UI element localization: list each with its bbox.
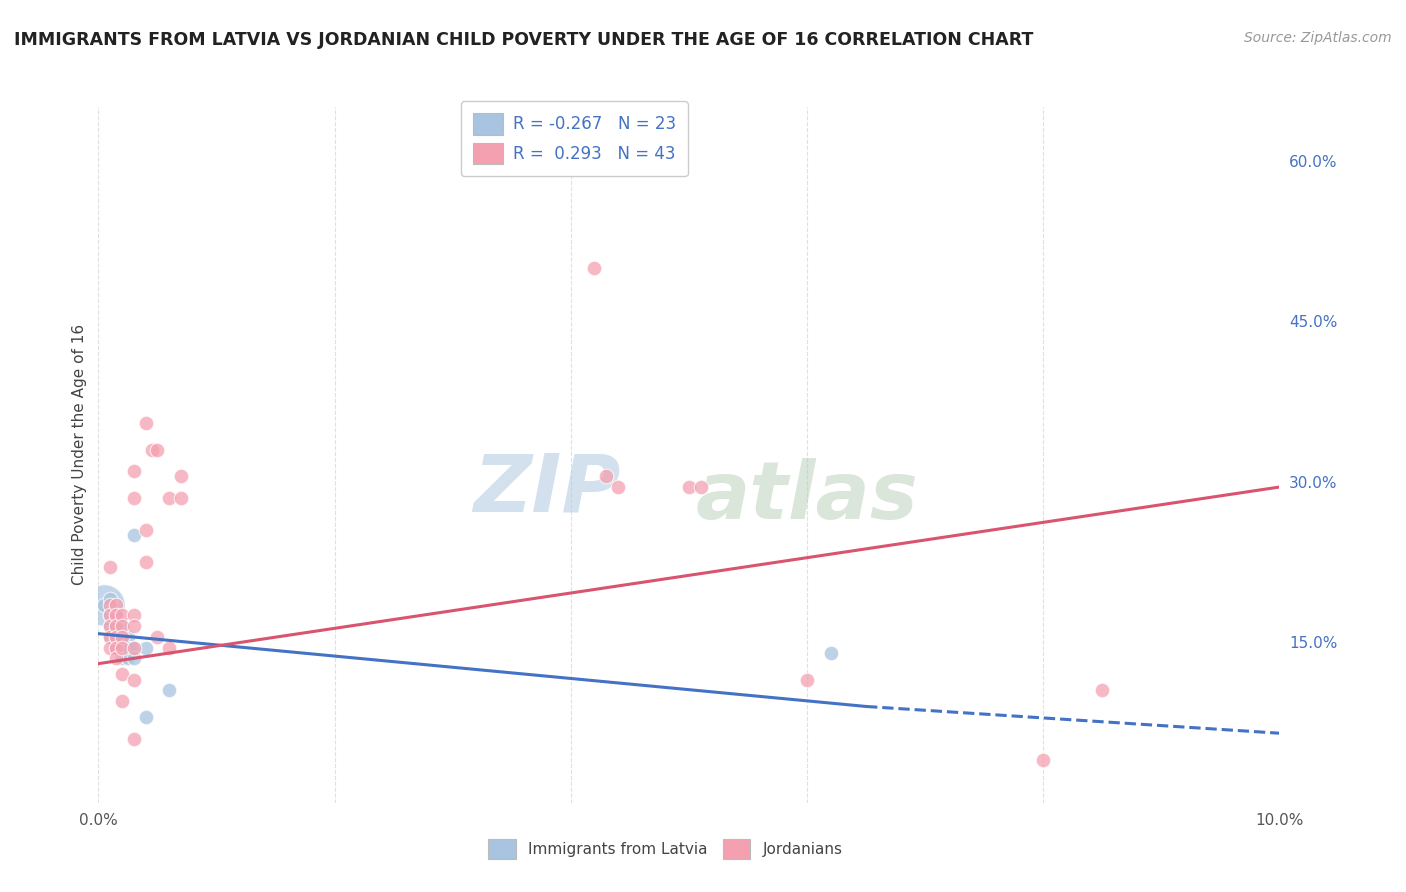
Text: ZIP: ZIP bbox=[474, 450, 621, 529]
Point bbox=[122, 640, 145, 655]
Y-axis label: Child Poverty Under the Age of 16: Child Poverty Under the Age of 16 bbox=[72, 325, 87, 585]
Point bbox=[105, 630, 128, 644]
Point bbox=[170, 491, 193, 505]
Point bbox=[93, 598, 115, 612]
Point bbox=[105, 619, 128, 633]
Point bbox=[135, 555, 157, 569]
Point bbox=[111, 630, 134, 644]
Point bbox=[157, 640, 180, 655]
Point bbox=[93, 598, 115, 612]
Point bbox=[122, 640, 145, 655]
Point bbox=[122, 673, 145, 687]
Point bbox=[796, 673, 818, 687]
Point bbox=[122, 491, 145, 505]
Point bbox=[135, 640, 157, 655]
Point bbox=[583, 260, 606, 275]
Point bbox=[122, 651, 145, 665]
Point bbox=[117, 651, 139, 665]
Legend: Immigrants from Latvia, Jordanians: Immigrants from Latvia, Jordanians bbox=[482, 833, 849, 864]
Point bbox=[105, 598, 128, 612]
Point bbox=[157, 683, 180, 698]
Point bbox=[1032, 753, 1054, 767]
Point bbox=[98, 560, 121, 574]
Text: IMMIGRANTS FROM LATVIA VS JORDANIAN CHILD POVERTY UNDER THE AGE OF 16 CORRELATIO: IMMIGRANTS FROM LATVIA VS JORDANIAN CHIL… bbox=[14, 31, 1033, 49]
Point bbox=[98, 619, 121, 633]
Point bbox=[105, 640, 128, 655]
Point bbox=[678, 480, 700, 494]
Point bbox=[111, 640, 134, 655]
Point bbox=[111, 667, 134, 681]
Point bbox=[122, 528, 145, 542]
Point bbox=[595, 469, 617, 483]
Point bbox=[98, 608, 121, 623]
Text: atlas: atlas bbox=[696, 458, 918, 536]
Point bbox=[157, 491, 180, 505]
Point bbox=[98, 630, 121, 644]
Point bbox=[98, 630, 121, 644]
Point bbox=[141, 442, 163, 457]
Point bbox=[170, 469, 193, 483]
Point bbox=[105, 640, 128, 655]
Point bbox=[111, 619, 134, 633]
Point bbox=[146, 630, 169, 644]
Point bbox=[98, 640, 121, 655]
Point bbox=[117, 640, 139, 655]
Point bbox=[135, 523, 157, 537]
Point bbox=[122, 608, 145, 623]
Point bbox=[111, 619, 134, 633]
Point bbox=[105, 619, 128, 633]
Point bbox=[820, 646, 842, 660]
Point bbox=[122, 731, 145, 746]
Text: Source: ZipAtlas.com: Source: ZipAtlas.com bbox=[1244, 31, 1392, 45]
Point bbox=[111, 651, 134, 665]
Point bbox=[105, 608, 128, 623]
Point bbox=[105, 608, 128, 623]
Point bbox=[105, 630, 128, 644]
Point bbox=[607, 480, 630, 494]
Point bbox=[98, 619, 121, 633]
Point bbox=[111, 640, 134, 655]
Point bbox=[135, 416, 157, 430]
Point bbox=[689, 480, 711, 494]
Point bbox=[117, 630, 139, 644]
Point bbox=[98, 608, 121, 623]
Point bbox=[98, 592, 121, 607]
Point bbox=[111, 608, 134, 623]
Point bbox=[135, 710, 157, 724]
Point bbox=[1091, 683, 1114, 698]
Point bbox=[122, 464, 145, 478]
Point bbox=[98, 598, 121, 612]
Point bbox=[122, 619, 145, 633]
Point bbox=[111, 630, 134, 644]
Point bbox=[146, 442, 169, 457]
Point bbox=[105, 651, 128, 665]
Point bbox=[111, 694, 134, 708]
